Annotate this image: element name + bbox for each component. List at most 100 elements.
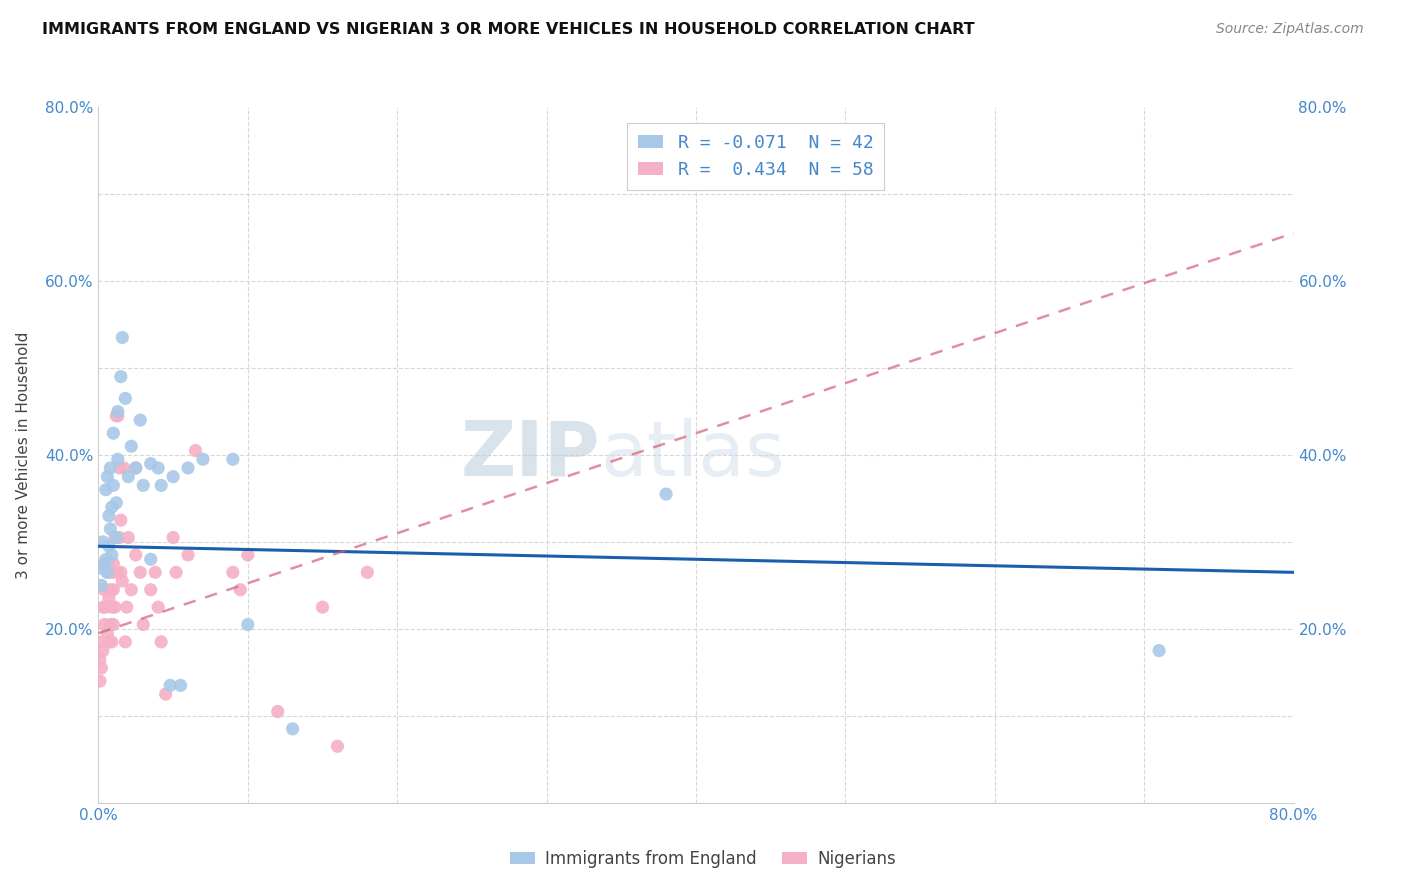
Point <box>96 469 118 483</box>
Point <box>117 531 139 545</box>
Point <box>222 566 245 580</box>
Point <box>105 566 128 580</box>
Point <box>112 461 135 475</box>
Point <box>108 531 131 545</box>
Point <box>110 513 132 527</box>
Point <box>90 661 112 675</box>
Point <box>236 617 259 632</box>
Point <box>93 557 115 571</box>
Point <box>101 635 124 649</box>
Point <box>96 626 118 640</box>
Text: ZIP: ZIP <box>461 418 600 491</box>
Point <box>107 409 129 423</box>
Point <box>155 687 177 701</box>
Point <box>191 452 214 467</box>
Point <box>104 600 127 615</box>
Point <box>100 582 122 597</box>
Point <box>143 566 166 580</box>
Point <box>132 478 155 492</box>
Point <box>148 600 170 615</box>
Point <box>162 469 184 483</box>
Point <box>97 591 120 606</box>
Legend: Immigrants from England, Nigerians: Immigrants from England, Nigerians <box>503 844 903 875</box>
Y-axis label: 3 or more Vehicles in Household: 3 or more Vehicles in Household <box>17 331 31 579</box>
Point <box>100 522 122 536</box>
Point <box>356 566 378 580</box>
Point <box>115 600 138 615</box>
Point <box>150 478 173 492</box>
Point <box>120 582 142 597</box>
Point <box>159 678 181 692</box>
Point <box>89 652 111 666</box>
Point <box>184 443 207 458</box>
Point <box>1147 643 1170 657</box>
Point <box>90 578 112 592</box>
Point <box>101 600 124 615</box>
Point <box>655 487 678 501</box>
Point <box>169 678 191 692</box>
Point <box>94 483 117 497</box>
Point <box>139 457 162 471</box>
Point <box>125 461 148 475</box>
Point <box>93 582 115 597</box>
Point <box>117 469 139 483</box>
Point <box>103 557 125 571</box>
Point <box>107 452 129 467</box>
Point <box>132 617 155 632</box>
Point <box>162 531 184 545</box>
Point <box>148 461 170 475</box>
Point <box>222 452 245 467</box>
Point <box>110 369 132 384</box>
Point <box>236 548 259 562</box>
Point <box>101 500 124 514</box>
Point <box>96 566 118 580</box>
Point <box>97 539 120 553</box>
Point <box>120 439 142 453</box>
Point <box>91 534 114 549</box>
Text: Source: ZipAtlas.com: Source: ZipAtlas.com <box>1216 22 1364 37</box>
Point <box>177 548 200 562</box>
Point <box>97 508 120 523</box>
Point <box>129 566 152 580</box>
Point <box>177 461 200 475</box>
Point <box>97 635 120 649</box>
Point <box>267 705 290 719</box>
Point <box>111 574 134 588</box>
Point <box>89 674 111 689</box>
Point <box>100 461 122 475</box>
Point <box>94 600 117 615</box>
Point <box>94 557 117 571</box>
Point <box>93 617 115 632</box>
Point <box>101 566 124 580</box>
Text: IMMIGRANTS FROM ENGLAND VS NIGERIAN 3 OR MORE VEHICLES IN HOUSEHOLD CORRELATION : IMMIGRANTS FROM ENGLAND VS NIGERIAN 3 OR… <box>42 22 974 37</box>
Point <box>103 426 125 441</box>
Legend: R = -0.071  N = 42, R =  0.434  N = 58: R = -0.071 N = 42, R = 0.434 N = 58 <box>627 123 884 190</box>
Point <box>105 409 128 423</box>
Point <box>101 548 124 562</box>
Point <box>104 531 127 545</box>
Point <box>91 600 114 615</box>
Point <box>114 635 136 649</box>
Point <box>91 643 114 657</box>
Point <box>165 566 187 580</box>
Point <box>311 600 333 615</box>
Point <box>139 582 162 597</box>
Point <box>103 617 125 632</box>
Point <box>281 722 304 736</box>
Text: atlas: atlas <box>600 418 785 491</box>
Point <box>229 582 252 597</box>
Point <box>96 566 118 580</box>
Point <box>125 548 148 562</box>
Point <box>100 617 122 632</box>
Point <box>114 392 136 406</box>
Point <box>103 478 125 492</box>
Point <box>89 561 111 575</box>
Point <box>105 496 128 510</box>
Point <box>150 635 173 649</box>
Point <box>125 461 148 475</box>
Point <box>105 531 128 545</box>
Point <box>108 461 131 475</box>
Point <box>97 557 120 571</box>
Point <box>103 582 125 597</box>
Point <box>326 739 349 754</box>
